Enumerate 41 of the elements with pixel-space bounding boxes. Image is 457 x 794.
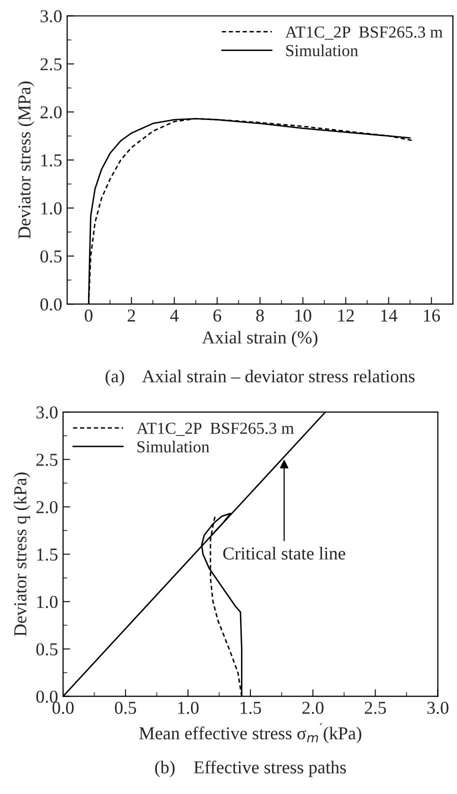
y-tick-label: 1.0 [41, 202, 62, 215]
text: (b) Effective stress paths [155, 760, 346, 778]
y-tick-label: 3.0 [40, 10, 62, 22]
legend-label: Simulation [138, 440, 210, 452]
x-tick-label: 0.0 [52, 702, 74, 714]
x-tick-label: 3.0 [427, 702, 448, 714]
text: (a) Axial strain – deviator stress relations [106, 370, 415, 386]
y-tick-label: 0.5 [40, 250, 62, 263]
y-tick-label: 3.0 [36, 406, 58, 419]
x-tick-label: 1.5 [240, 702, 262, 714]
legend-label: AT1C_2P BSF265.3 m [285, 26, 443, 40]
x-tick-label: 8 [256, 309, 264, 322]
x-axis-title: Axial strain (%) [202, 330, 318, 348]
y-tick-label: 2.0 [36, 501, 58, 514]
x-tick-label: 14 [381, 310, 398, 322]
y-tick-label: 0.0 [36, 690, 58, 703]
y-tick-label: 1.5 [37, 548, 58, 561]
x-tick-label: 6 [213, 310, 222, 322]
y-tick-label: 2.5 [36, 454, 58, 466]
x-tick-label: 0 [84, 309, 92, 322]
y-tick-label: 0.0 [40, 298, 62, 311]
x-axis-title: Mean effective stress σ$_{m}$$^{′}$(kPa) [139, 723, 362, 744]
y-tick-label: 2.5 [40, 58, 62, 70]
y-axis-title: Deviator stress q (kPa) [14, 472, 30, 636]
x-tick-label: 2.0 [302, 702, 324, 714]
x-tick-label: 12 [338, 310, 354, 322]
x-tick-label: 2 [128, 310, 135, 322]
x-tick-label: 10 [295, 309, 312, 322]
y-tick-label: 2.0 [40, 106, 62, 118]
y-tick-label: 1.0 [37, 596, 58, 608]
x-tick-label: 2.5 [364, 702, 386, 714]
y-axis-title: Deviator stress (MPa) [18, 82, 34, 239]
annotation: Critical state line [223, 546, 346, 560]
x-tick-label: 0.5 [114, 702, 136, 714]
legend-label: Simulation [286, 44, 358, 56]
legend-label: AT1C_2P BSF265.3 m [136, 422, 294, 436]
x-tick-label: 16 [424, 310, 440, 322]
y-tick-label: 1.5 [41, 154, 62, 167]
x-tick-label: 4 [170, 310, 179, 322]
x-tick-label: 1.0 [178, 702, 199, 714]
y-tick-label: 0.5 [36, 643, 58, 656]
